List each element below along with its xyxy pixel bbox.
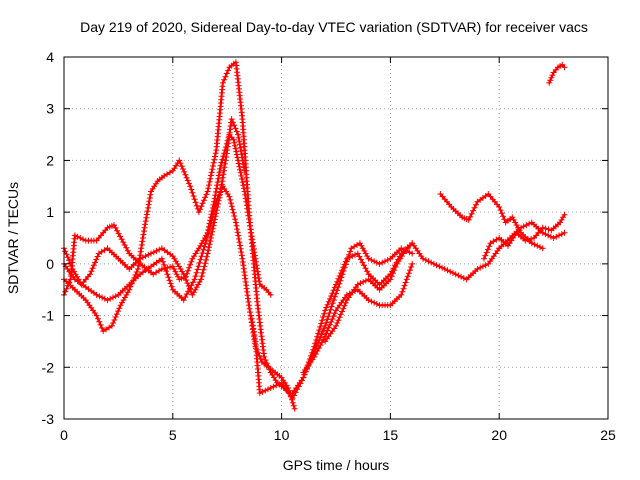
series-trace-k <box>496 219 568 252</box>
series-trace-h <box>300 260 416 376</box>
series-markers <box>496 219 568 252</box>
series-markers <box>300 260 416 376</box>
y-tick-label: -1 <box>42 308 55 324</box>
plot-frame <box>63 56 609 420</box>
series-group <box>61 59 568 412</box>
axis-ticks: 0 5 10 15 20 25 -3 -2 -1 0 1 2 3 4 <box>42 49 616 443</box>
x-tick-label: 5 <box>169 427 177 443</box>
series-trace-d <box>61 183 298 412</box>
series-line <box>302 262 414 374</box>
y-tick-label: 0 <box>46 256 54 272</box>
series-markers <box>61 183 298 412</box>
series-markers <box>546 61 568 86</box>
chart-title: Day 219 of 2020, Sidereal Day-to-day VTE… <box>80 19 588 35</box>
y-tick-label: 2 <box>46 152 54 168</box>
series-markers <box>322 240 416 345</box>
x-tick-label: 20 <box>491 427 507 443</box>
x-tick-label: 15 <box>383 427 399 443</box>
y-tick-label: -3 <box>42 411 55 427</box>
y-tick-label: 4 <box>46 49 54 65</box>
series-trace-e <box>248 240 416 402</box>
x-axis-label: GPS time / hours <box>283 457 390 473</box>
series-markers <box>61 59 294 397</box>
y-tick-label: 3 <box>46 101 54 117</box>
series-trace-l <box>546 61 568 86</box>
series-trace-c <box>61 59 294 397</box>
y-tick-label: -2 <box>42 359 55 375</box>
series-trace-g <box>322 240 416 345</box>
x-tick-label: 10 <box>274 427 290 443</box>
x-tick-label: 25 <box>600 427 616 443</box>
x-tick-label: 0 <box>60 427 68 443</box>
y-axis-label: SDTVAR / TECUs <box>5 182 21 294</box>
y-tick-label: 1 <box>46 204 54 220</box>
